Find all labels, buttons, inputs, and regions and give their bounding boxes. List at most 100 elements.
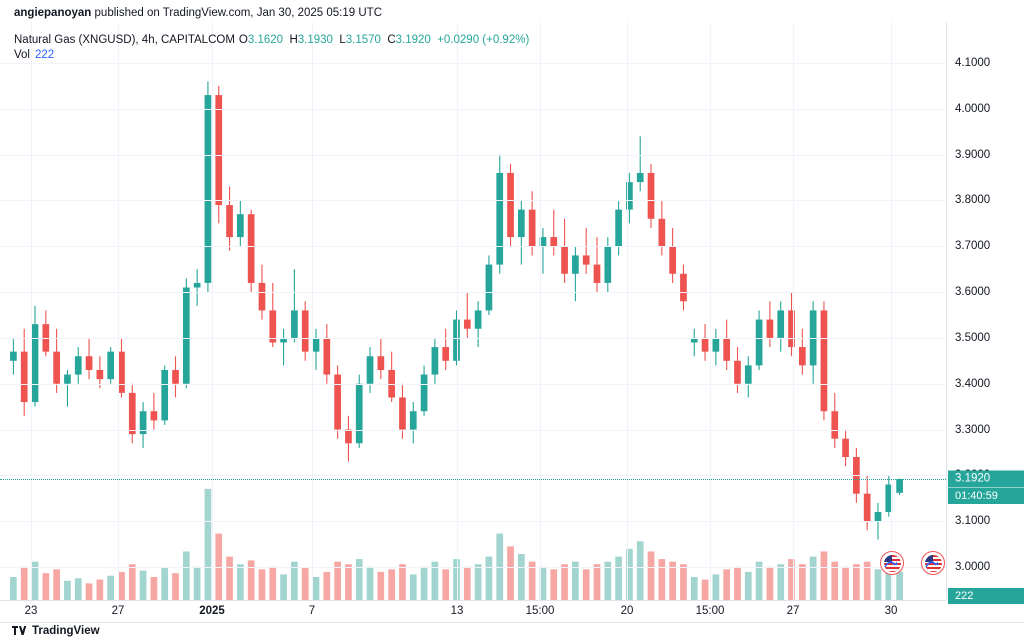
candle-body <box>874 512 882 522</box>
legend-low-label: L <box>339 34 346 46</box>
volume-bar <box>301 568 309 600</box>
chart-plot-area[interactable] <box>0 22 946 600</box>
candle-body <box>193 282 201 288</box>
volume-bar <box>20 566 28 600</box>
candle-body <box>582 255 590 265</box>
volume-bar <box>107 575 115 600</box>
volume-bar <box>118 571 125 600</box>
candle-body <box>312 337 320 352</box>
volume-bar <box>377 571 385 600</box>
last-price-badge: 3.1920 <box>948 470 1024 488</box>
volume-bar <box>74 578 82 600</box>
price-axis-tick: 3.8000 <box>955 194 991 207</box>
time-axis[interactable]: 23 27 2025 7 13 15:00 20 15:00 27 30 <box>0 600 946 623</box>
candle-body <box>345 429 352 444</box>
grid-line-horizontal <box>0 567 946 568</box>
candle-body <box>669 246 676 274</box>
volume-bar <box>636 541 644 600</box>
candle-body <box>20 351 28 403</box>
volume-bar <box>626 548 633 600</box>
volume-bar <box>809 556 817 600</box>
volume-bar <box>517 554 525 600</box>
volume-bar <box>237 564 244 600</box>
candle-body <box>53 351 60 384</box>
volume-bar <box>64 580 71 600</box>
grid-line-vertical <box>793 22 794 600</box>
tradingview-logo[interactable]: TradingView <box>12 625 100 637</box>
chart-legend: Natural Gas (XNGUSD), 4h, CAPITALCOM O3.1… <box>14 32 529 48</box>
volume-bar <box>593 564 601 600</box>
legend-high-value: 3.1930 <box>297 34 333 46</box>
volume-bar <box>420 566 428 600</box>
candle-body <box>64 374 71 384</box>
volume-bar <box>561 564 568 600</box>
candle-body <box>31 324 39 403</box>
volume-bar <box>463 566 471 600</box>
candle-body <box>820 310 828 412</box>
grid-line-vertical <box>312 22 313 600</box>
volume-bar <box>744 571 752 600</box>
price-axis-tick: 3.7000 <box>955 240 991 253</box>
volume-bar <box>669 561 676 600</box>
candle-body <box>755 319 763 366</box>
volume-bar <box>572 561 579 600</box>
legend-symbol[interactable]: Natural Gas (XNGUSD), 4h, CAPITALCOM <box>14 34 235 46</box>
candle-body <box>539 237 547 247</box>
volume-bar <box>345 564 352 600</box>
volume-bar <box>690 577 698 600</box>
volume-bar <box>863 561 871 600</box>
candle-body <box>604 246 612 283</box>
volume-bar <box>215 533 223 600</box>
grid-line-vertical <box>710 22 711 600</box>
volume-bar <box>247 560 255 600</box>
candle-body <box>712 337 720 352</box>
volume-legend-value: 222 <box>35 49 55 61</box>
volume-bar <box>193 566 201 600</box>
volume-bar <box>53 569 60 600</box>
candle-body <box>885 484 893 513</box>
price-axis[interactable]: 4.1000 4.0000 3.9000 3.8000 3.7000 3.6000 3.50… <box>946 22 1024 604</box>
grid-line-vertical <box>627 22 628 600</box>
candle-body <box>291 310 298 338</box>
volume-bar <box>453 559 460 600</box>
candle-body <box>85 356 93 370</box>
candle-body <box>507 172 514 238</box>
grid-line-vertical <box>891 22 892 600</box>
candle-body <box>615 209 622 247</box>
volume-bar <box>885 566 893 600</box>
volume-bar <box>366 566 374 600</box>
grid-line-horizontal <box>0 429 946 431</box>
candle-body <box>863 493 871 522</box>
economic-event-flag-icon-2[interactable] <box>921 551 945 575</box>
countdown-value: 01:40:59 <box>955 490 998 503</box>
grid-line-horizontal <box>0 200 946 202</box>
candle-body <box>788 310 795 348</box>
time-axis-tick: 15:00 <box>695 605 725 617</box>
volume-bar <box>788 559 795 600</box>
candle-body <box>226 205 233 238</box>
time-axis-tick: 23 <box>24 605 38 617</box>
candle-body <box>777 310 785 338</box>
countdown-badge: 01:40:59 <box>948 488 1024 505</box>
volume-bar <box>399 564 406 600</box>
volume-bar <box>280 574 287 600</box>
grid-line-horizontal <box>0 383 946 385</box>
volume-bar <box>896 571 903 600</box>
candle-body <box>658 218 666 247</box>
last-price-value: 3.1920 <box>955 472 991 485</box>
volume-bar <box>269 566 277 600</box>
volume-bar <box>226 556 233 600</box>
grid-line-horizontal <box>0 521 946 523</box>
volume-bar <box>680 564 687 600</box>
volume-bar <box>528 561 536 600</box>
economic-event-flag-icon-1[interactable] <box>880 551 904 575</box>
candle-body <box>118 351 125 393</box>
grid-line-vertical <box>212 22 213 600</box>
volume-bar <box>798 564 806 600</box>
candle-body <box>636 172 644 183</box>
last-price-line <box>0 479 946 481</box>
price-axis-tick: 3.3000 <box>955 423 991 436</box>
candle-body <box>10 351 17 361</box>
volume-bar <box>442 569 450 600</box>
